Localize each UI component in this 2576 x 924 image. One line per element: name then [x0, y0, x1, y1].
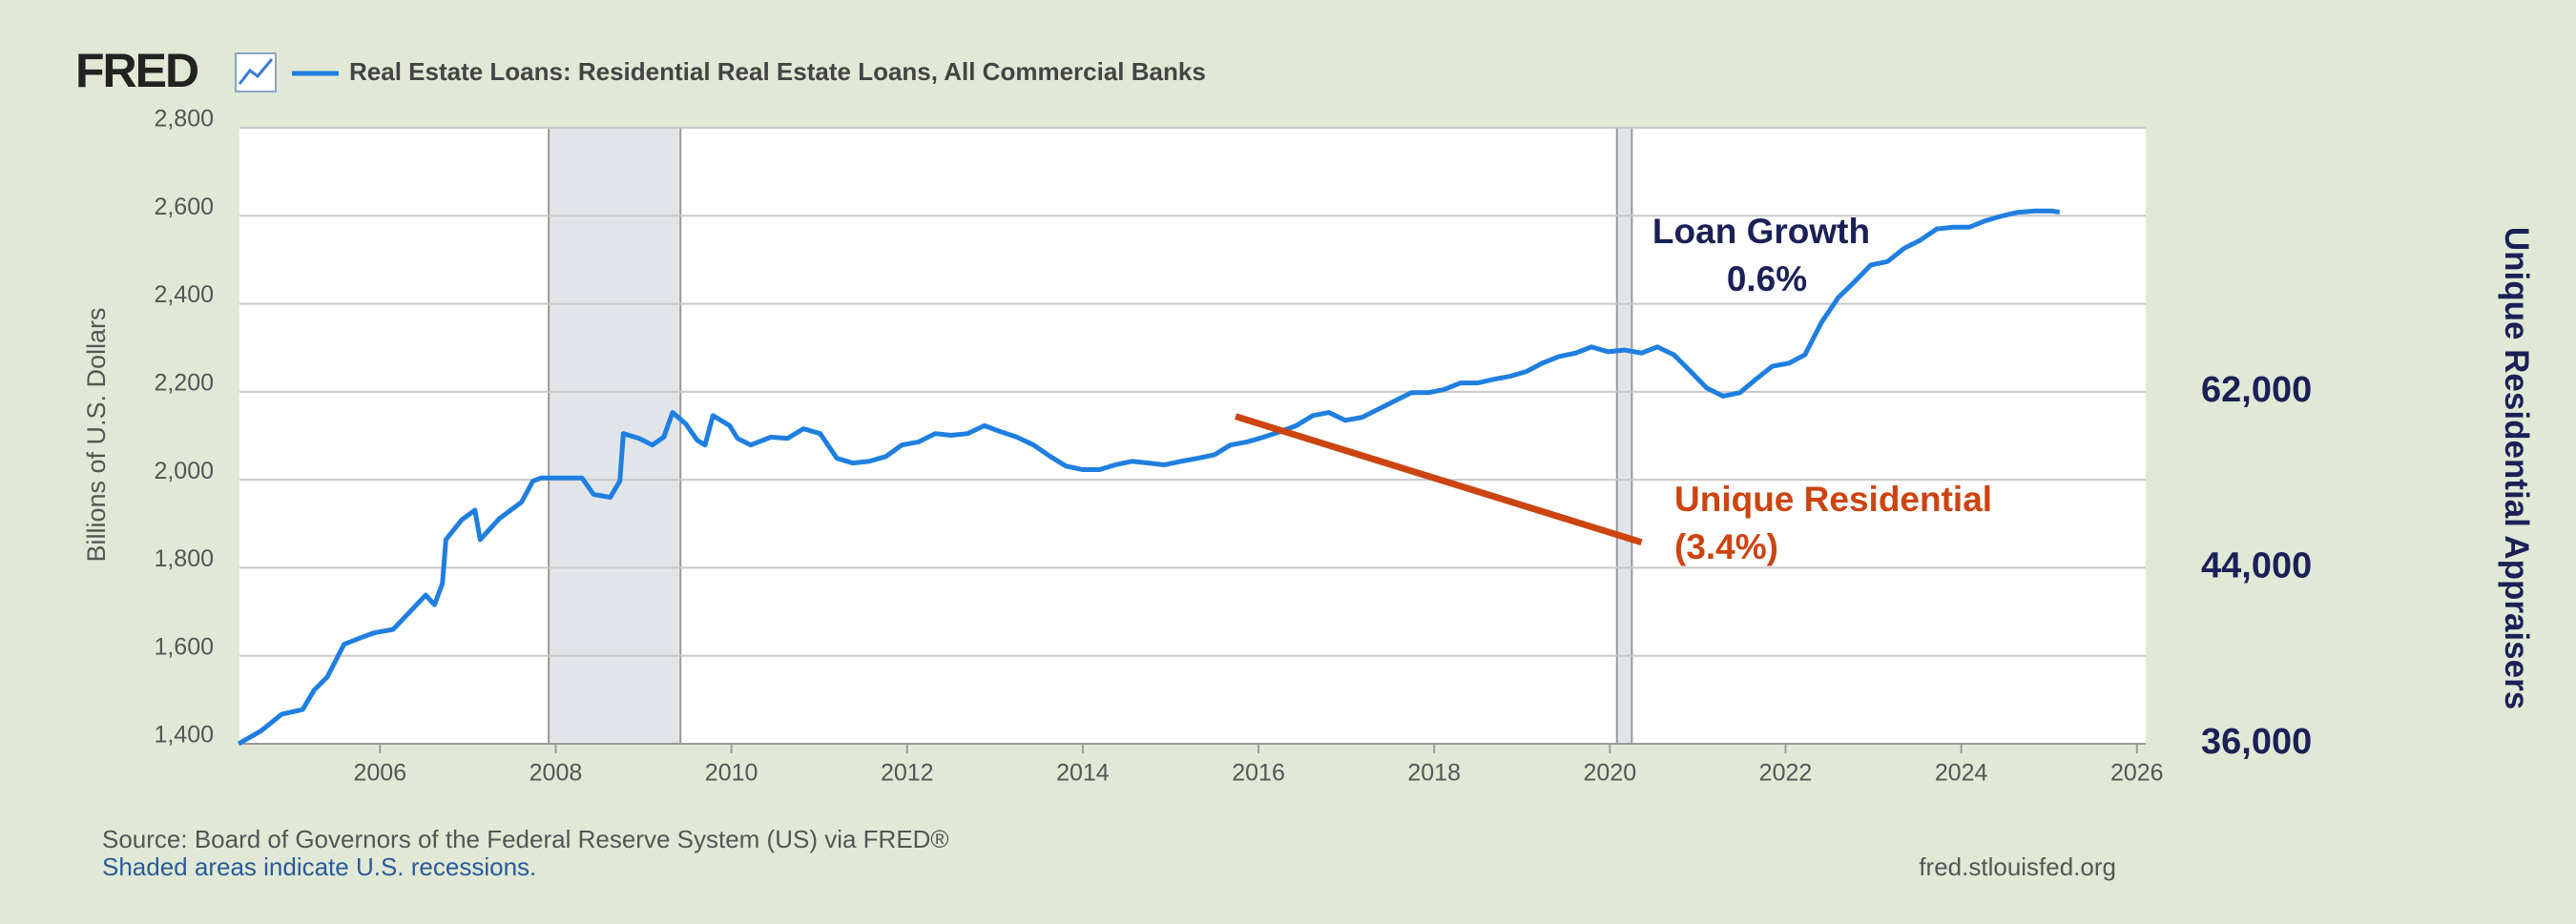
- data-line: [237, 208, 2061, 747]
- recession-band: [549, 128, 681, 744]
- annotation-text: 0.6%: [1727, 259, 1807, 298]
- recession-note: Shaded areas indicate U.S. recessions.: [102, 852, 536, 881]
- plot: [239, 127, 2146, 745]
- y-tick-label: 2,600: [154, 194, 214, 220]
- y2-tick-label: 44,000: [2201, 545, 2312, 585]
- x-tick-label: 2014: [1056, 760, 1110, 787]
- brand-logo: FRED: [75, 44, 198, 97]
- x-tick-label: 2010: [705, 760, 758, 787]
- annotation-text: Unique Residential: [1674, 480, 1992, 519]
- x-tick-label: 2020: [1584, 760, 1637, 787]
- x-tick-label: 2008: [530, 760, 583, 787]
- y2-axis-label: Unique Residential Appraisers: [2498, 227, 2535, 709]
- x-tick-label: 2022: [1759, 760, 1813, 787]
- y-tick-label: 1,400: [154, 722, 214, 749]
- annotation-text: Loan Growth: [1652, 212, 1870, 251]
- x-tick-label: 2016: [1232, 760, 1285, 787]
- annotation-line: [1235, 413, 1643, 546]
- y2-tick-label: 62,000: [2201, 370, 2312, 410]
- x-tick-label: 2024: [1935, 760, 1988, 787]
- x-tick-label: 2018: [1407, 760, 1461, 787]
- site-link: fred.stlouisfed.org: [1919, 852, 2116, 881]
- y-tick-label: 2,800: [154, 106, 214, 133]
- y-tick-label: 2,200: [154, 369, 214, 396]
- recession-band: [1616, 128, 1632, 744]
- logo-icon: [235, 52, 277, 92]
- y-tick-label: 1,600: [154, 633, 214, 660]
- y-tick-label: 1,800: [154, 545, 214, 572]
- legend-label: Real Estate Loans: Residential Real Esta…: [349, 57, 1206, 86]
- y-axis-label: Billions of U.S. Dollars: [82, 307, 111, 562]
- x-tick-label: 2006: [354, 760, 407, 787]
- x-tick-label: 2026: [2110, 760, 2164, 787]
- source-note: Source: Board of Governors of the Federa…: [102, 825, 949, 853]
- y-tick-label: 2,400: [154, 281, 214, 308]
- x-tick-label: 2012: [881, 760, 934, 787]
- y-tick-label: 2,000: [154, 458, 214, 484]
- y2-tick-label: 36,000: [2201, 722, 2312, 762]
- annotation-text: (3.4%): [1674, 527, 1778, 566]
